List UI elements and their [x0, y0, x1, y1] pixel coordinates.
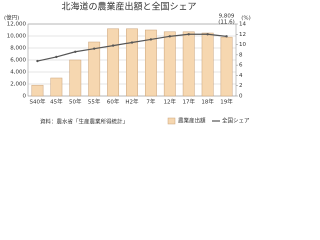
y2-tick-label: 14: [239, 22, 246, 28]
chart: 北海道の農業産出額と全国シェア (億円) (%) 資料：農水省「生産農業所得統計…: [4, 1, 251, 126]
value-label: 9,809: [219, 14, 235, 20]
bar: [220, 36, 233, 97]
line-marker: [111, 44, 115, 47]
bar: [31, 84, 44, 97]
y-tick-label: 12,000: [7, 22, 27, 28]
y2-tick-label: 6: [239, 63, 243, 69]
y-tick-label: 0: [23, 94, 27, 100]
x-tick-label: S40年: [29, 98, 45, 106]
line-marker: [149, 38, 153, 41]
bar: [50, 77, 63, 97]
bar: [163, 31, 176, 97]
y2-tick-label: 10: [239, 42, 246, 48]
x-tick-label: 12年: [164, 98, 177, 106]
bar: [88, 41, 101, 97]
y2-tick-label: 12: [239, 32, 246, 38]
x-tick-label: H2年: [125, 98, 139, 106]
line-marker: [92, 47, 96, 50]
line-marker: [130, 41, 134, 44]
x-tick-label: 50年: [69, 98, 82, 106]
bar: [107, 28, 120, 97]
y-tick-label: 4,000: [10, 70, 26, 76]
line-marker: [225, 35, 228, 38]
line-marker: [168, 35, 172, 38]
y-tick-label: 6,000: [10, 58, 26, 64]
y-tick-label: 10,000: [7, 34, 27, 40]
y2-tick-label: 0: [239, 94, 243, 100]
x-tick-label: 18年: [201, 98, 214, 106]
y2-tick-label: 2: [239, 83, 243, 89]
legend-label: 農業産出額: [178, 117, 206, 125]
line-marker: [74, 50, 77, 53]
y2-tick-label: 8: [239, 52, 243, 58]
x-tick-label: 17年: [182, 98, 195, 106]
x-tick-label: 60年: [107, 98, 120, 106]
value-label: (11.6): [218, 20, 235, 26]
bar: [201, 32, 214, 97]
legend-swatch: [167, 117, 176, 125]
bar: [69, 59, 82, 97]
line-marker: [55, 55, 58, 59]
x-tick-label: 55年: [88, 98, 101, 106]
bar: [182, 31, 195, 97]
source: 資料：農水省「生産農業所得統計」: [40, 118, 128, 126]
legend-label: 全国シェア: [222, 117, 250, 125]
chart-title: 北海道の農業産出額と全国シェア: [61, 1, 196, 13]
x-tick-label: 7年: [146, 98, 155, 106]
line-marker: [36, 59, 39, 63]
line-marker: [206, 33, 209, 36]
y-tick-label: 8,000: [10, 46, 26, 52]
y2-axis-label: (%): [241, 16, 251, 22]
line-marker: [187, 33, 190, 36]
bar: [144, 29, 157, 97]
y-tick-label: 2,000: [10, 82, 26, 88]
y-axis-label: (億円): [4, 14, 19, 22]
bar: [126, 28, 138, 97]
y2-tick-label: 4: [239, 73, 243, 79]
x-tick-label: 19年: [220, 98, 233, 106]
x-tick-label: 45年: [50, 98, 63, 106]
